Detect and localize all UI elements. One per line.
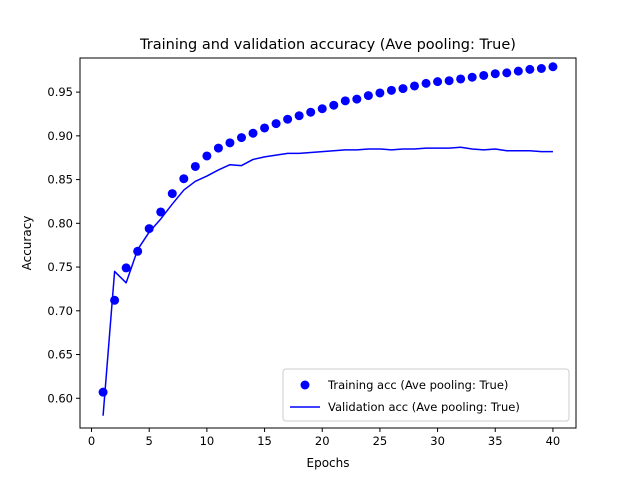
training-accuracy-point: [179, 174, 189, 184]
training-accuracy-point: [202, 151, 212, 161]
training-accuracy-point: [271, 119, 281, 129]
training-accuracy-point: [248, 128, 258, 138]
training-accuracy-point: [110, 295, 120, 305]
x-tick-label: 5: [146, 434, 153, 448]
training-accuracy-point: [433, 77, 443, 87]
x-tick-label: 10: [200, 434, 215, 448]
training-accuracy-point: [133, 246, 143, 256]
legend-label-validation: Validation acc (Ave pooling: True): [328, 400, 520, 414]
y-tick-label: 0.75: [47, 260, 73, 274]
x-tick-label: 35: [488, 434, 503, 448]
x-tick-label: 15: [257, 434, 272, 448]
training-accuracy-point: [306, 107, 316, 117]
x-tick-label: 30: [430, 434, 445, 448]
legend-marker-training: [300, 380, 310, 390]
plot-area: [79, 57, 577, 429]
x-tick-label: 40: [546, 434, 561, 448]
validation-accuracy-line: [102, 146, 553, 416]
y-tick-label: 0.65: [47, 348, 73, 362]
y-tick-label: 0.85: [47, 173, 73, 187]
axes-background: [80, 58, 576, 428]
x-tick-label: 25: [373, 434, 388, 448]
training-accuracy-point: [456, 74, 466, 84]
training-accuracy-point: [98, 387, 108, 397]
training-accuracy-point: [121, 263, 131, 273]
training-accuracy-point: [386, 85, 396, 95]
training-accuracy-point: [167, 189, 177, 199]
y-tick-label: 0.90: [47, 129, 73, 143]
training-accuracy-point: [236, 133, 246, 143]
legend-box: [282, 368, 570, 422]
training-accuracy-point: [156, 207, 166, 217]
training-accuracy-point: [421, 78, 431, 88]
data-layer: [98, 62, 558, 416]
y-axis-label: Accuracy: [20, 216, 34, 271]
y-tick-label: 0.95: [47, 85, 73, 99]
x-axis-label: Epochs: [307, 456, 350, 470]
training-accuracy-point: [548, 62, 558, 72]
training-accuracy-point: [410, 81, 420, 91]
training-accuracy-point: [398, 84, 408, 94]
training-accuracy-point: [502, 68, 512, 78]
x-tick-label: 0: [88, 434, 95, 448]
training-accuracy-point: [375, 88, 385, 98]
y-tick-label: 0.80: [47, 216, 73, 230]
axes-frame: [79, 57, 577, 429]
x-tick-label: 20: [315, 434, 330, 448]
training-accuracy-point: [490, 69, 500, 79]
training-accuracy-point: [340, 96, 350, 106]
y-tick-label: 0.60: [47, 391, 73, 405]
training-accuracy-point: [225, 138, 235, 148]
training-accuracy-point: [525, 64, 535, 74]
training-accuracy-point: [317, 104, 327, 114]
training-accuracy-point: [479, 70, 489, 80]
training-accuracy-point: [363, 91, 373, 101]
training-accuracy-point: [536, 64, 546, 73]
chart-title: Training and validation accuracy (Ave po…: [139, 37, 516, 53]
x-axis: 0 5 10 15 20 25 30 35 40: [88, 428, 560, 448]
training-accuracy-point: [294, 111, 304, 121]
training-accuracy-point: [352, 94, 362, 104]
training-accuracy-point: [213, 143, 223, 153]
legend-label-training: Training acc (Ave pooling: True): [327, 378, 508, 392]
training-accuracy-point: [283, 114, 293, 124]
training-accuracy-point: [190, 161, 200, 171]
training-accuracy-point: [144, 224, 154, 234]
y-axis: 0.60 0.65 0.70 0.75 0.80 0.85 0.90 0.95: [47, 85, 80, 405]
training-accuracy-point: [329, 100, 339, 110]
training-accuracy-point: [467, 72, 477, 82]
legend: Training acc (Ave pooling: True) Validat…: [282, 368, 570, 422]
training-accuracy-point: [444, 76, 454, 86]
y-tick-label: 0.70: [47, 304, 73, 318]
training-accuracy-point: [260, 123, 270, 133]
training-accuracy-point: [513, 66, 523, 76]
